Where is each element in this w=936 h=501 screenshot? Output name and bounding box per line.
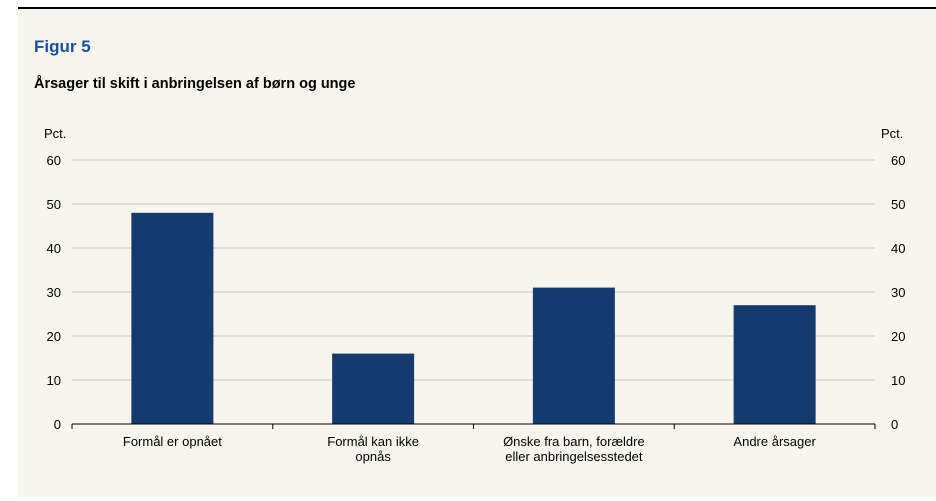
y-tick-label-right: 40: [891, 241, 905, 256]
x-category-label: Ønske fra barn, forældre eller anbringels…: [503, 434, 645, 464]
y-tick-label-right: 50: [891, 197, 905, 212]
figure-label: Figur 5: [34, 37, 91, 56]
x-category-label: Formål kan ikke opnås: [327, 434, 419, 464]
y-tick-label-left: 60: [47, 153, 61, 168]
y-tick-label-left: 0: [54, 417, 61, 432]
y-tick-label-left: 30: [47, 285, 61, 300]
x-category-label: Andre årsager: [733, 434, 816, 449]
y-tick-label-right: 20: [891, 329, 905, 344]
bars: [131, 212, 816, 424]
top-rule: [18, 7, 936, 9]
y-unit-left: Pct.: [44, 126, 66, 141]
y-tick-label-right: 0: [891, 417, 898, 432]
y-unit-right: Pct.: [881, 126, 903, 141]
axes: 0 0 10 10 20 20 30 30 40 40 50 50 60 60 Formål er opnå…: [47, 153, 906, 464]
bar: [131, 212, 214, 424]
y-tick-label-left: 20: [47, 329, 61, 344]
y-tick-label-right: 30: [891, 285, 905, 300]
y-tick-label-right: 10: [891, 373, 905, 388]
figure-title: Årsager til skift i anbringelsen af børn…: [34, 76, 356, 92]
bar: [532, 287, 615, 424]
bar: [733, 305, 816, 424]
y-tick-label-right: 60: [891, 153, 905, 168]
y-tick-label-left: 10: [47, 373, 61, 388]
y-tick-label-left: 40: [47, 241, 61, 256]
bar: [332, 353, 415, 424]
x-category-label: Formål er opnået: [123, 434, 222, 449]
y-tick-label-left: 50: [47, 197, 61, 212]
